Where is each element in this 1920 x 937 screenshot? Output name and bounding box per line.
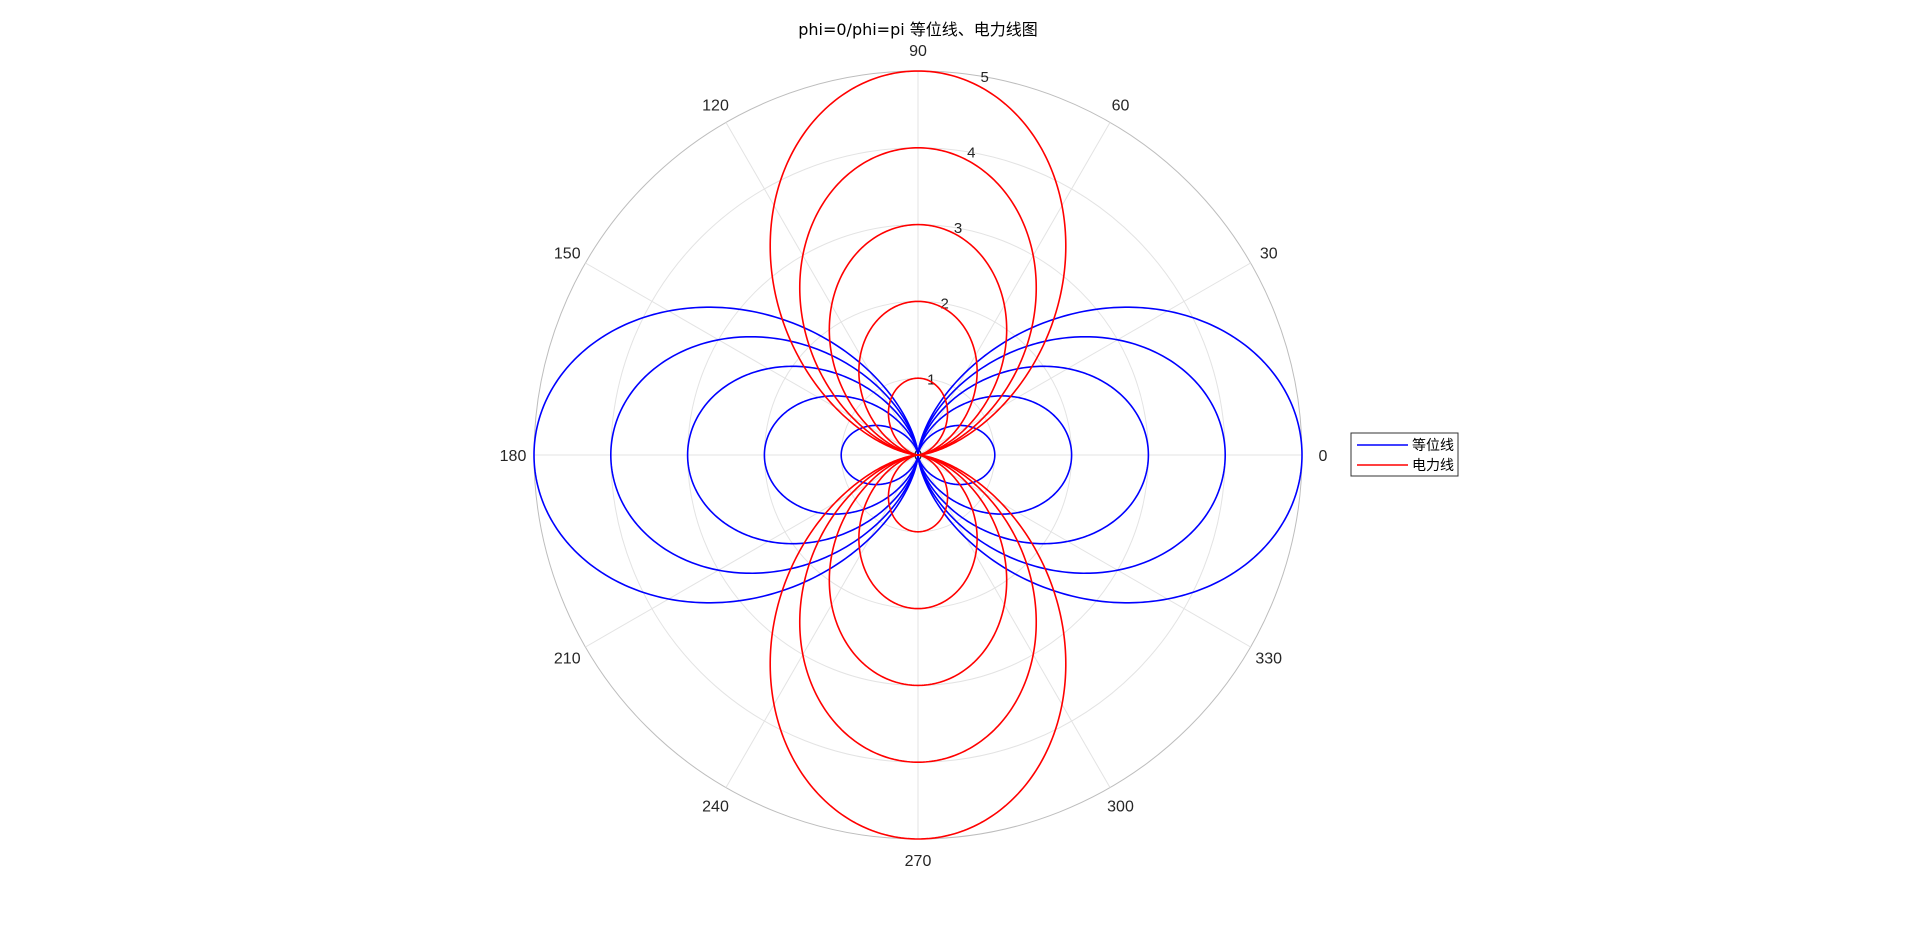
theta-tick-label: 180 — [500, 448, 527, 465]
theta-grid-line — [725, 122, 919, 456]
theta-tick-label: 240 — [702, 799, 729, 816]
theta-grid-line — [917, 262, 1251, 456]
r-tick-label: 3 — [954, 220, 962, 237]
r-tick-label: 5 — [981, 69, 989, 86]
chart-title: phi=0/phi=pi 等位线、电力线图 — [798, 20, 1038, 39]
theta-grid-line — [917, 122, 1111, 456]
series-curve — [769, 70, 1067, 840]
theta-tick-label: 150 — [554, 246, 581, 263]
theta-grid-line — [585, 262, 919, 456]
series-curve — [840, 424, 996, 486]
theta-grid-line — [917, 454, 1111, 788]
series-curve — [533, 306, 1303, 604]
r-tick-label: 2 — [941, 296, 949, 313]
theta-tick-label: 270 — [905, 853, 932, 870]
theta-tick-label: 330 — [1255, 651, 1282, 668]
series-field-line — [769, 70, 1067, 840]
theta-tick-label: 210 — [554, 651, 581, 668]
r-tick-label: 4 — [967, 144, 975, 161]
legend-box — [1350, 432, 1459, 477]
theta-tick-label: 30 — [1260, 246, 1278, 263]
theta-tick-label: 0 — [1319, 448, 1328, 465]
theta-tick-label: 120 — [702, 97, 729, 114]
theta-tick-label: 300 — [1107, 799, 1134, 816]
theta-grid-line — [917, 454, 1251, 648]
series-curve — [609, 335, 1226, 575]
theta-tick-label: 60 — [1112, 97, 1130, 114]
legend-label: 等位线 — [1412, 437, 1454, 454]
legend-label: 电力线 — [1412, 458, 1454, 474]
theta-grid-line — [725, 454, 919, 788]
r-tick-label: 1 — [927, 371, 935, 388]
series-curve — [763, 395, 1073, 515]
series-layer — [533, 70, 1303, 840]
theta-grid-line — [585, 454, 919, 648]
theta-tick-label: 90 — [909, 43, 927, 60]
